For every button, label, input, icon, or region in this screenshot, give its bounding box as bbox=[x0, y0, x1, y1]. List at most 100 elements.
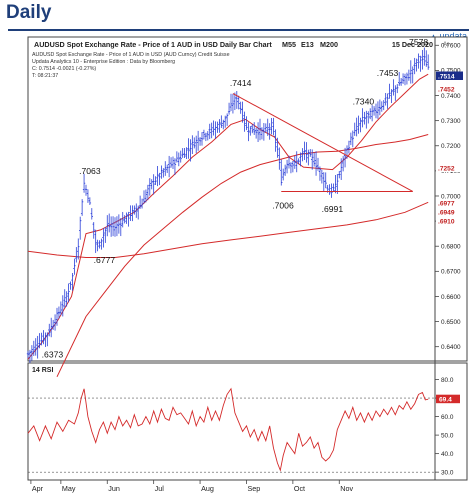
price-bar bbox=[216, 121, 219, 133]
date-axis: Apr May Jun Jul Aug Sep Oct Nov bbox=[30, 480, 353, 493]
price-bar bbox=[311, 149, 314, 170]
price-bar bbox=[59, 301, 63, 316]
trend-line bbox=[232, 93, 413, 192]
rsi-y-tick-label: 50.0 bbox=[441, 432, 454, 439]
price-bar bbox=[61, 295, 64, 317]
price-bar bbox=[175, 151, 179, 163]
price-bar bbox=[82, 173, 86, 193]
price-bar bbox=[138, 195, 142, 209]
price-bar bbox=[341, 156, 345, 172]
y-tick-label: 0.6800 bbox=[441, 244, 461, 251]
price-bar bbox=[189, 139, 192, 162]
trend-lines bbox=[232, 93, 413, 192]
price-bar bbox=[150, 179, 153, 190]
price-bar bbox=[235, 91, 238, 109]
price-annotation: .7414 bbox=[230, 78, 252, 88]
price-bar bbox=[65, 291, 68, 307]
price-bar bbox=[158, 172, 161, 186]
price-bar bbox=[171, 156, 175, 169]
price-bar bbox=[249, 126, 252, 136]
price-bar bbox=[173, 158, 177, 175]
price-bar bbox=[198, 137, 202, 146]
y-tick-label: 0.7300 bbox=[441, 118, 461, 125]
y-tick-label: 0.7000 bbox=[441, 193, 461, 200]
price-marker-label: .7514 bbox=[438, 73, 455, 80]
price-bar bbox=[84, 184, 88, 196]
price-bar bbox=[384, 93, 387, 106]
price-bar bbox=[38, 333, 41, 349]
price-bar bbox=[245, 116, 248, 131]
price-bar bbox=[409, 60, 412, 84]
x-tick-label: Sep bbox=[247, 484, 260, 493]
price-bar bbox=[46, 332, 49, 347]
price-bar bbox=[299, 152, 302, 167]
price-bar bbox=[303, 141, 306, 161]
moving-average-m200 bbox=[27, 201, 429, 258]
price-bar bbox=[264, 123, 267, 133]
price-bar bbox=[55, 307, 59, 326]
moving-averages bbox=[27, 73, 429, 378]
price-bar bbox=[372, 106, 376, 116]
price-bar bbox=[417, 53, 420, 69]
price-bar bbox=[285, 159, 289, 174]
x-tick-label: Jul bbox=[155, 484, 165, 493]
price-bar bbox=[330, 183, 333, 198]
x-tick-label: Aug bbox=[201, 484, 214, 493]
price-marker-label: .7252 bbox=[438, 165, 455, 172]
price-bar bbox=[390, 89, 393, 103]
rsi-y-tick-label: 80.0 bbox=[441, 377, 454, 384]
price-bar bbox=[181, 148, 184, 158]
price-bar bbox=[332, 183, 335, 192]
price-bar bbox=[106, 215, 109, 237]
price-bar bbox=[156, 165, 159, 187]
y-tick-label: 0.7500 bbox=[441, 68, 461, 75]
price-bar bbox=[177, 152, 180, 167]
price-bar bbox=[79, 216, 82, 240]
x-tick-label: May bbox=[62, 484, 76, 493]
price-bar bbox=[423, 47, 426, 66]
y-tick-label: 0.6700 bbox=[441, 269, 461, 276]
price-bar bbox=[229, 93, 233, 112]
price-bar bbox=[26, 350, 30, 359]
price-bar bbox=[355, 117, 358, 137]
price-bar bbox=[405, 72, 409, 85]
price-bar bbox=[407, 69, 411, 81]
price-bar bbox=[411, 66, 414, 84]
price-marker-label: .6977 bbox=[438, 200, 455, 207]
indicator-e13: E13 bbox=[301, 40, 314, 49]
price-bar bbox=[104, 227, 107, 243]
price-bar bbox=[50, 317, 53, 338]
price-markers: .7514 .7452 .7252 .6977 .6949 .6910 bbox=[436, 71, 463, 225]
price-bar bbox=[86, 189, 90, 203]
indicator-m200: M200 bbox=[320, 40, 338, 49]
price-bar bbox=[374, 103, 378, 119]
price-marker: .7452 bbox=[436, 84, 463, 93]
price-marker: .6977 bbox=[436, 198, 463, 207]
price-bar bbox=[113, 217, 117, 237]
price-bar bbox=[224, 115, 227, 128]
price-bar bbox=[30, 345, 34, 361]
price-bar bbox=[398, 71, 401, 86]
price-bar bbox=[28, 349, 32, 363]
price-bar bbox=[166, 164, 169, 173]
price-bar bbox=[301, 148, 304, 162]
price-bar bbox=[36, 335, 39, 359]
price-bar bbox=[148, 178, 151, 196]
price-bar bbox=[227, 102, 231, 115]
price-bar bbox=[293, 155, 296, 169]
price-bar bbox=[237, 95, 240, 110]
price-bar bbox=[386, 93, 389, 109]
price-bar bbox=[359, 117, 362, 133]
price-bar bbox=[162, 168, 165, 178]
price-bar bbox=[167, 155, 171, 178]
price-bar bbox=[314, 151, 318, 176]
price-bar bbox=[280, 159, 283, 186]
price-marker-label: .6949 bbox=[438, 209, 455, 216]
price-bar bbox=[289, 162, 293, 174]
price-bar bbox=[218, 119, 221, 133]
price-bar bbox=[247, 122, 250, 142]
price-bar bbox=[343, 147, 347, 168]
chart-title: AUDUSD Spot Exchange Rate - Price of 1 A… bbox=[34, 40, 272, 49]
price-bar bbox=[347, 140, 351, 154]
